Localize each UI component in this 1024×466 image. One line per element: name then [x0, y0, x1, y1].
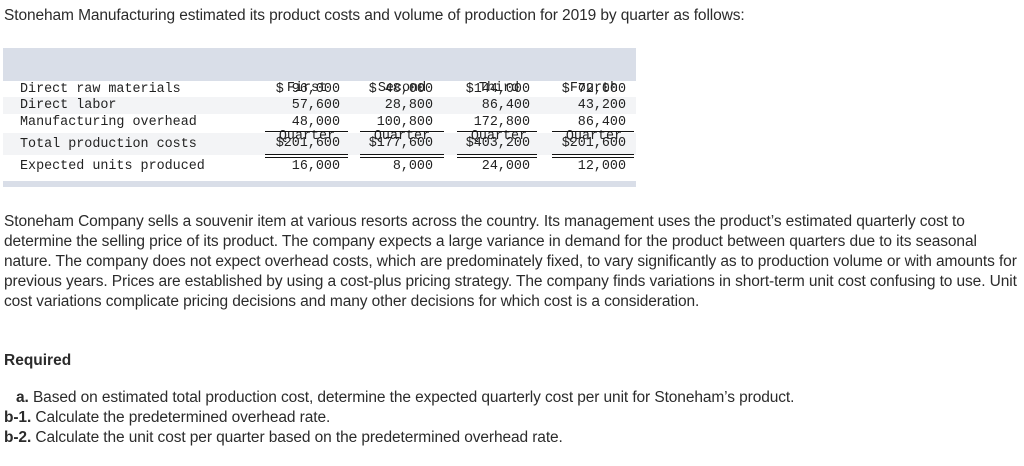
table-cell: $201,600 — [275, 136, 340, 151]
col-header-q1-line2: Quarter — [278, 129, 336, 144]
col-header-q4-line2: Quarter — [565, 129, 623, 144]
table-cell: 48,000 — [291, 115, 340, 130]
subtotal-rule — [360, 131, 444, 132]
table-cell: $ 48,000 — [368, 82, 433, 97]
table-header-band — [3, 48, 636, 81]
description-paragraph: Stoneham Company sells a souvenir item a… — [4, 213, 1017, 310]
total-double-rule — [552, 154, 634, 155]
total-double-rule — [360, 154, 444, 155]
total-double-rule — [360, 157, 444, 158]
table-cell: 8,000 — [392, 159, 433, 174]
requirement-b2-marker: b-2. — [4, 429, 32, 446]
requirement-b2: b-2. Calculate the unit cost per quarter… — [4, 428, 563, 448]
row-label: Expected units produced — [20, 159, 205, 174]
table-cell: 57,600 — [291, 98, 340, 113]
table-cell: $ 96,000 — [275, 82, 340, 97]
total-double-rule — [265, 157, 348, 158]
requirement-a-text: Based on estimated total production cost… — [28, 389, 795, 406]
requirement-b1: b-1. Calculate the predetermined overhea… — [4, 408, 330, 428]
requirement-a: a. Based on estimated total production c… — [16, 388, 794, 408]
table-cell: 43,200 — [577, 98, 626, 113]
intro-text: Stoneham Manufacturing estimated its pro… — [4, 7, 745, 24]
table-cell: 100,800 — [376, 115, 433, 130]
requirement-b2-text: Calculate the unit cost per quarter base… — [31, 429, 563, 446]
table-cell: $177,600 — [368, 136, 433, 151]
table-cell: 172,800 — [473, 115, 530, 130]
col-header-q2-line1: Second — [377, 81, 427, 96]
requirement-b1-marker: b-1. — [4, 409, 32, 426]
row-band-direct-labor — [3, 97, 636, 114]
table-cell: 12,000 — [577, 159, 626, 174]
col-header-q4-line1: Fourth — [569, 81, 619, 96]
col-header-q2-line2: Quarter — [373, 129, 431, 144]
row-label: Direct raw materials — [20, 82, 181, 97]
table-cell: 16,000 — [291, 159, 340, 174]
subtotal-rule — [457, 131, 537, 132]
row-label: Direct labor — [20, 98, 117, 113]
table-cell: 28,800 — [384, 98, 433, 113]
cost-table: First Quarter Second Quarter Third Quart… — [3, 48, 636, 188]
requirement-a-marker: a. — [16, 389, 29, 406]
table-cell: $ 72,000 — [561, 82, 626, 97]
table-cell: 86,400 — [481, 98, 530, 113]
col-header-q3-line2: Quarter — [470, 129, 528, 144]
col-header-q1: First Quarter — [265, 49, 349, 177]
subtotal-rule — [552, 131, 634, 132]
total-double-rule — [265, 154, 348, 155]
col-header-q4: Fourth Quarter — [552, 49, 636, 177]
col-header-q3: Third Quarter — [457, 49, 541, 177]
required-heading: Required — [4, 352, 72, 369]
col-header-q3-line1: Third — [478, 81, 520, 96]
requirement-b1-text: Calculate the predetermined overhead rat… — [31, 409, 331, 426]
total-double-rule — [552, 157, 634, 158]
row-label: Manufacturing overhead — [20, 115, 197, 130]
subtotal-rule — [265, 131, 348, 132]
table-cell: 24,000 — [481, 159, 530, 174]
total-double-rule — [457, 157, 537, 158]
col-header-q1-line1: First — [286, 81, 328, 96]
col-header-q2: Second Quarter — [360, 49, 444, 177]
table-cell: $403,200 — [465, 136, 530, 151]
total-double-rule — [457, 154, 537, 155]
row-label: Total production costs — [20, 137, 197, 152]
table-cell: $144,000 — [465, 82, 530, 97]
table-footer-band — [3, 181, 636, 187]
table-cell: 86,400 — [577, 115, 626, 130]
table-cell: $201,600 — [561, 136, 626, 151]
row-band-total — [3, 133, 636, 155]
